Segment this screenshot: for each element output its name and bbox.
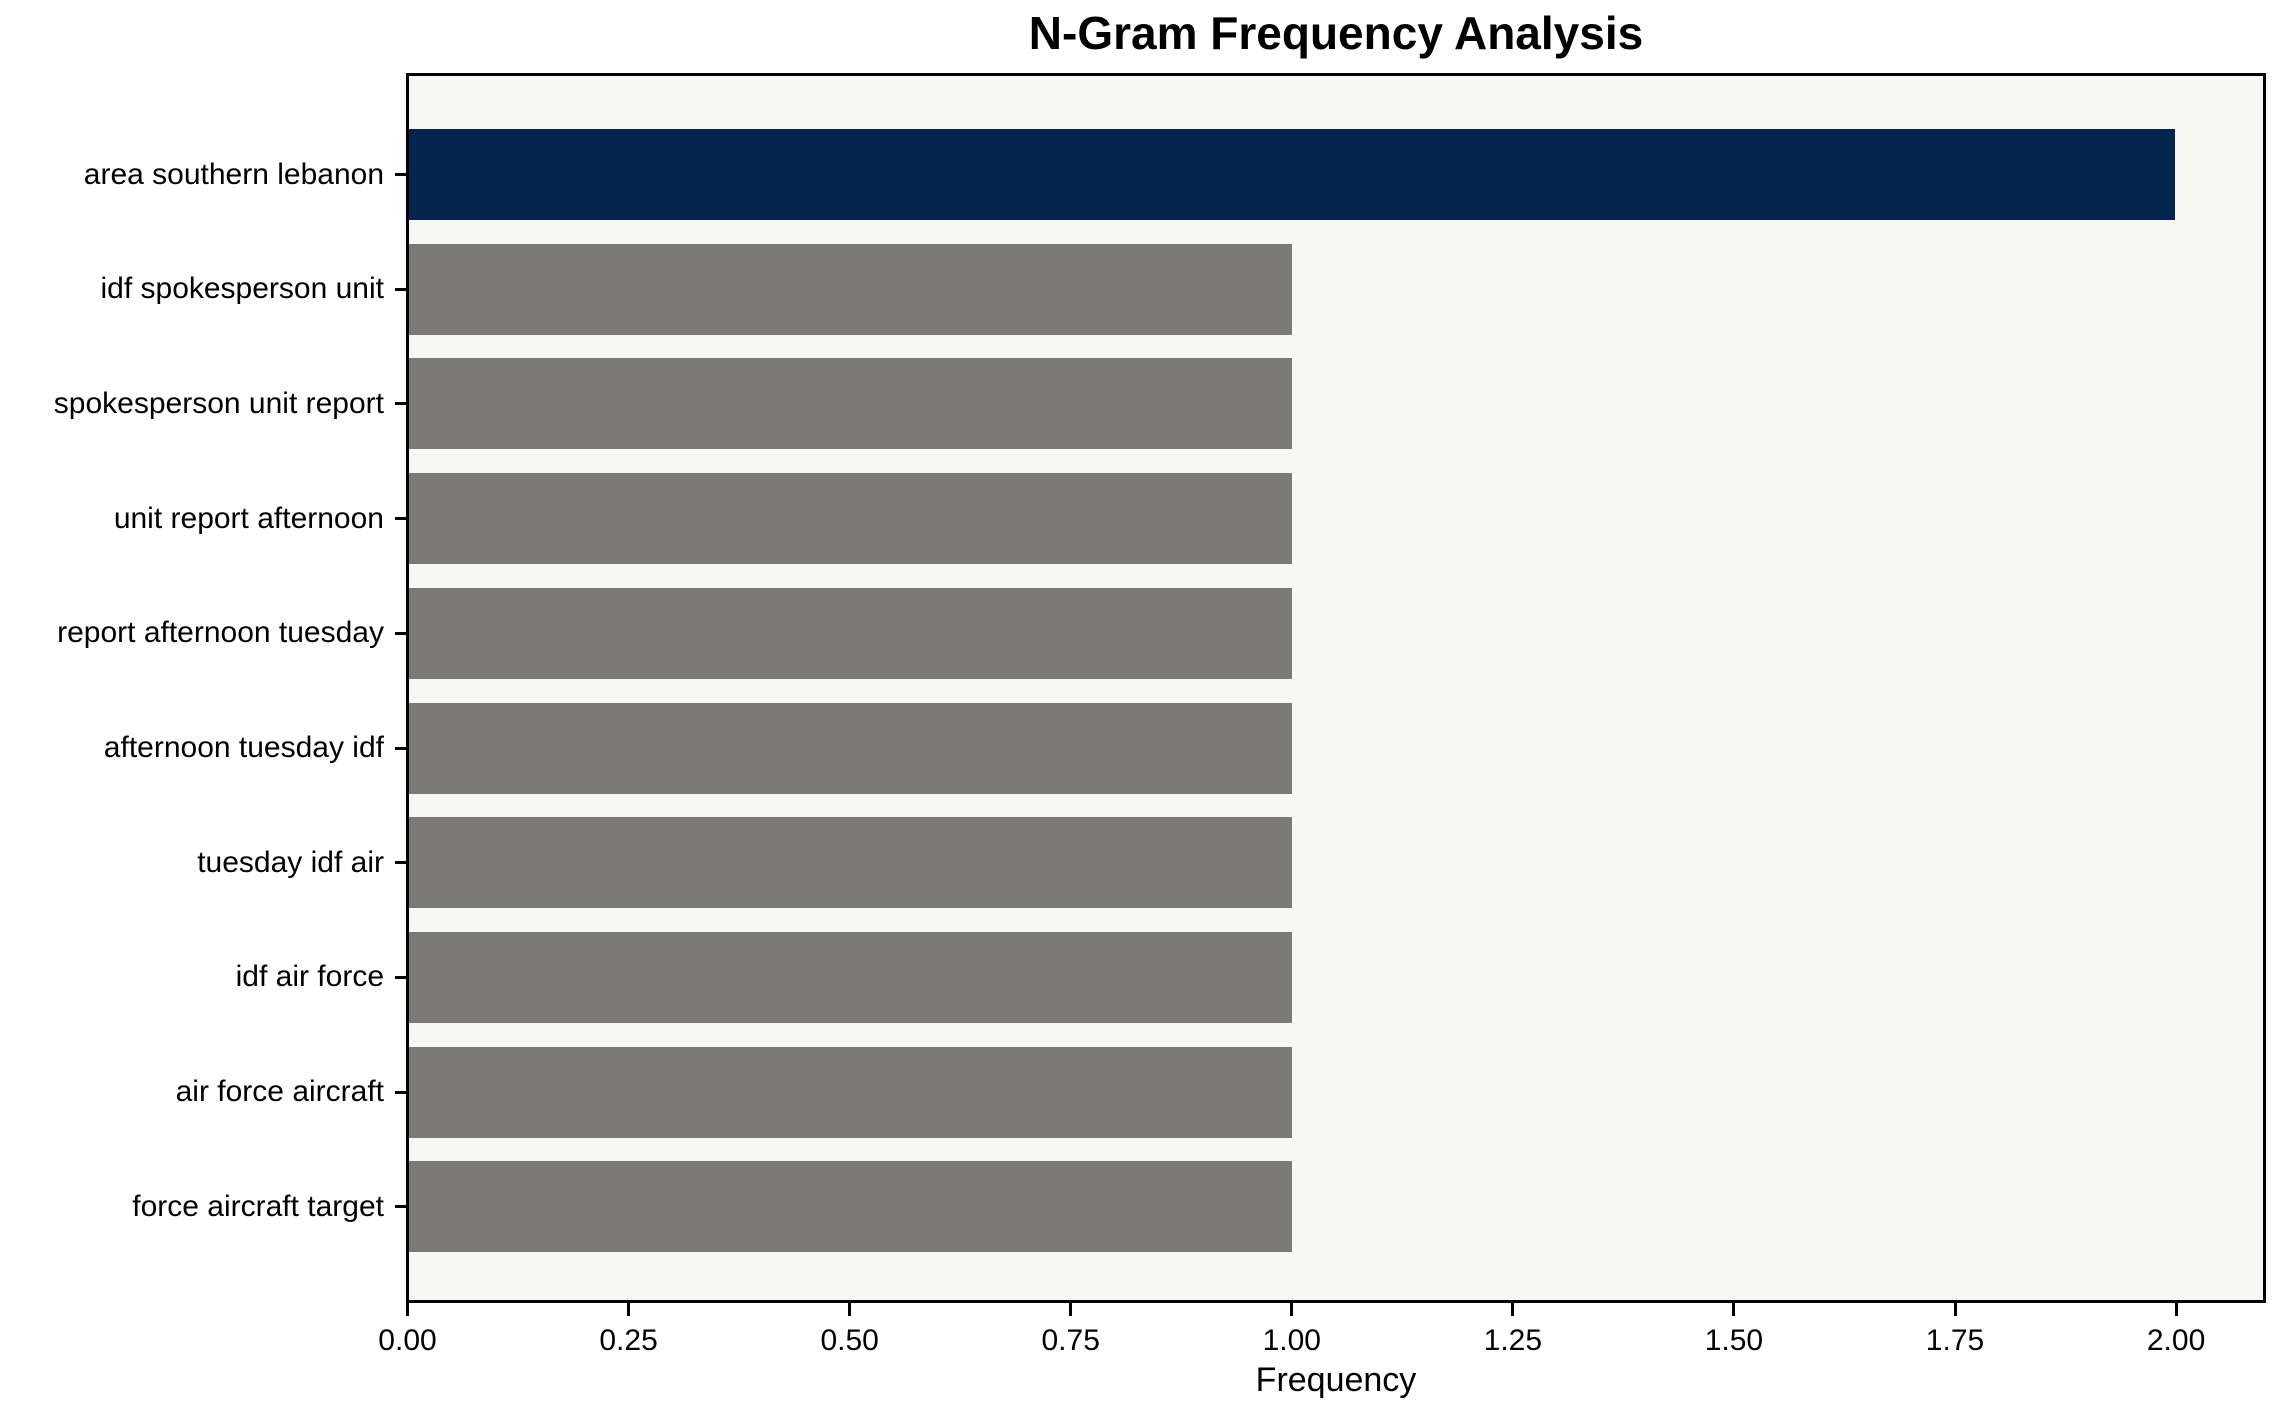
bar [409, 1046, 1292, 1138]
chart-title: N-Gram Frequency Analysis [1028, 7, 1644, 59]
y-tick-label: force aircraft target [132, 1189, 384, 1223]
bar [409, 129, 2175, 220]
y-tick-mark [395, 517, 406, 521]
y-tick-mark [395, 861, 406, 865]
x-tick-mark [406, 1303, 409, 1316]
x-tick-label: 0.25 [599, 1324, 658, 1357]
y-tick-label: afternoon tuesday idf [103, 731, 384, 764]
bar [409, 358, 1292, 450]
bar [409, 587, 1292, 679]
bar [409, 817, 1292, 909]
x-tick-mark [848, 1303, 852, 1316]
bar [409, 702, 1292, 794]
plot-area [406, 73, 2266, 1303]
x-tick-label: 0.00 [378, 1324, 437, 1357]
y-tick-mark [395, 975, 406, 979]
x-tick-mark [1290, 1303, 1294, 1316]
x-tick-label: 1.25 [1483, 1324, 1543, 1357]
y-tick-label: area southern lebanon [83, 157, 384, 191]
y-tick-mark [395, 631, 406, 635]
y-tick-mark [395, 173, 406, 176]
y-tick-label: unit report afternoon [113, 501, 384, 535]
x-tick-mark [1069, 1303, 1073, 1316]
y-tick-label: report afternoon tuesday [57, 616, 384, 650]
y-tick-label: idf spokesperson unit [100, 272, 384, 306]
x-tick-label: 0.75 [1041, 1324, 1100, 1357]
x-tick-mark [1953, 1303, 1957, 1316]
x-tick-mark [627, 1303, 631, 1316]
x-tick-label: 2.00 [2146, 1324, 2206, 1357]
bar [409, 1161, 1292, 1253]
x-axis-label: Frequency [1255, 1361, 1417, 1399]
x-tick-mark [2174, 1303, 2178, 1316]
y-tick-mark [395, 402, 406, 406]
x-tick-label: 0.50 [820, 1324, 879, 1357]
x-tick-label: 1.00 [1262, 1324, 1321, 1357]
x-tick-mark [1732, 1303, 1736, 1316]
bar [409, 243, 1292, 335]
x-tick-mark [1511, 1303, 1515, 1316]
y-tick-mark [395, 1205, 406, 1209]
bar [409, 473, 1292, 565]
bar [409, 931, 1292, 1023]
y-tick-label: idf air force [235, 960, 384, 994]
x-tick-label: 1.50 [1704, 1324, 1764, 1357]
y-tick-mark [395, 1090, 406, 1094]
y-tick-label: tuesday idf air [197, 845, 384, 879]
y-tick-mark [395, 746, 406, 750]
y-tick-label: spokesperson unit report [53, 386, 384, 420]
x-tick-label: 1.75 [1925, 1324, 1985, 1357]
y-tick-label: air force aircraft [175, 1075, 384, 1109]
y-tick-mark [395, 287, 406, 291]
